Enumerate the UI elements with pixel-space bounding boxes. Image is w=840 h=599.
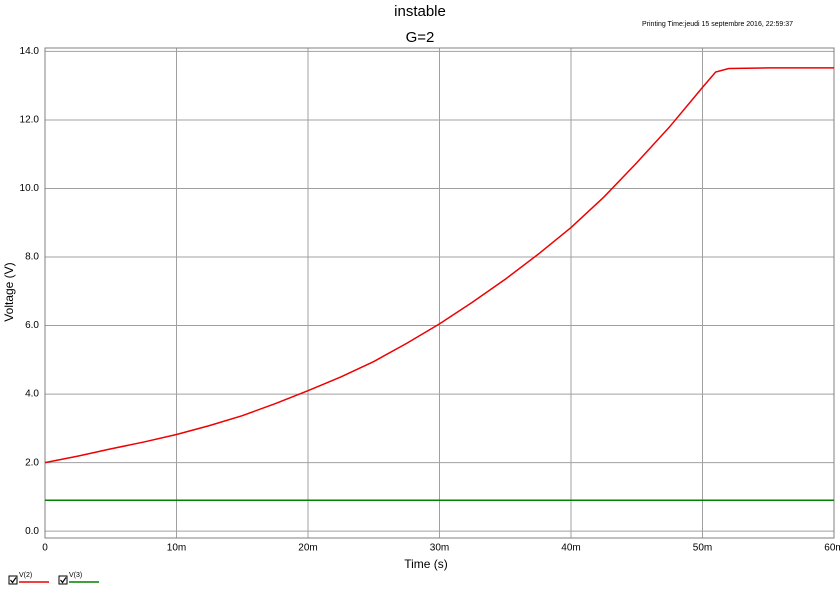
- y-tick-label: 4.0: [25, 389, 39, 400]
- x-tick-label: 60m: [824, 543, 840, 554]
- y-tick-label: 10.0: [20, 183, 40, 194]
- y-tick-label: 0.0: [25, 526, 39, 537]
- chart-subtitle: G=2: [406, 29, 435, 46]
- x-tick-label: 40m: [561, 543, 580, 554]
- plot-frame: [44, 47, 835, 539]
- y-tick-label: 8.0: [25, 252, 39, 263]
- legend-label: V(2): [19, 572, 32, 579]
- legend-label: V(3): [69, 572, 82, 579]
- legend-checkbox[interactable]: [58, 575, 68, 585]
- x-tick-label: 30m: [430, 543, 449, 554]
- legend-checkbox[interactable]: [8, 575, 18, 585]
- printing-time: Printing Time:jeudi 15 septembre 2016, 2…: [642, 21, 793, 28]
- x-tick-label: 50m: [693, 543, 712, 554]
- x-tick-label: 10m: [167, 543, 186, 554]
- x-tick-label: 20m: [298, 543, 317, 554]
- chart-title: instable: [394, 3, 446, 20]
- y-axis-label: Voltage (V): [2, 262, 16, 321]
- x-tick-label: 0: [42, 543, 48, 554]
- legend-check: [10, 577, 17, 584]
- legend-check: [60, 577, 67, 584]
- y-tick-label: 6.0: [25, 320, 39, 331]
- y-tick-label: 2.0: [25, 457, 39, 468]
- y-tick-label: 12.0: [20, 115, 40, 126]
- x-axis-label: Time (s): [404, 557, 448, 571]
- series-line: [44, 67, 834, 464]
- y-tick-label: 14.0: [20, 46, 40, 57]
